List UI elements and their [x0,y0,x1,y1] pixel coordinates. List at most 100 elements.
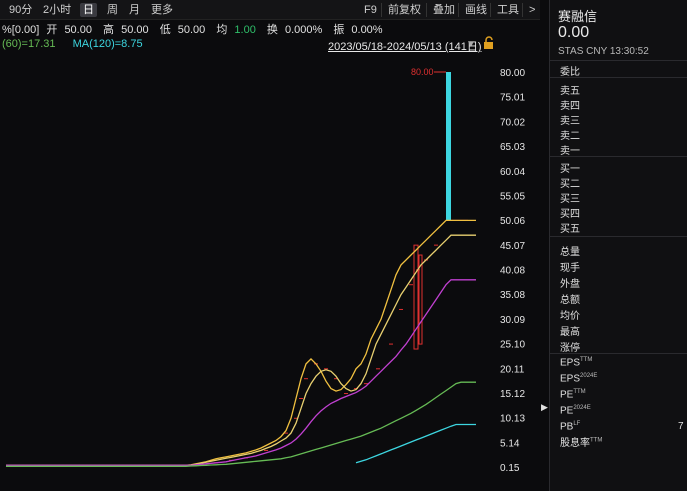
panel-divider [550,156,687,157]
avg-value: 1.00 [234,24,256,36]
caret-down-icon[interactable]: ▼ [466,39,476,50]
price-tick-label: 35.08 [500,290,525,301]
price-tick-label: 65.03 [500,142,525,153]
order-ratio-label: 委比 [560,67,580,78]
outer-volume-label: 外盘 [560,279,580,290]
toolbar-divider [490,3,491,17]
high-annotation: 80.00 [411,67,446,77]
tools-button[interactable]: 工具 [497,4,519,16]
ma-line-ma_mid [6,234,476,466]
ma120-value: MA(120)=8.75 [72,38,143,50]
ma-line-ma120 [355,423,476,464]
pb-value: 7 [678,421,684,432]
period-month-button[interactable]: 月 [129,4,140,16]
change-percent: %[0.00] [2,24,40,36]
kline-chart[interactable]: 80.00 75.01 70.02 65.03 60.04 55.05 50.06 45.07… [0,50,548,485]
toolbar-divider [522,3,523,17]
open-label: 开 [46,24,58,36]
pe-ttm-label: PETTM [560,389,586,401]
current-hand-label: 现手 [560,263,580,274]
buy5-label: 买五 [560,224,580,235]
period-more-button[interactable]: 更多 [151,4,173,16]
price-tick-label: 50.06 [500,216,525,227]
pb-lf-label: PBLF [560,421,581,433]
price-tick-label: 15.12 [500,389,525,400]
ma-legend: (60)=17.31 MA(120)=8.75 [2,38,143,50]
amplitude-value: 0.00% [351,24,383,36]
high-label: 高 [103,24,115,36]
price-tick-label: 10.13 [500,414,525,425]
price-tick-label: 5.14 [500,438,520,449]
eps-2024e-label: EPS2024E [560,373,598,385]
price-tick-label: 75.01 [500,93,525,104]
toolbar-divider [426,3,427,17]
high-value: 50.00 [121,24,149,36]
turnover-label: 换 [266,24,278,36]
candle-body [418,254,423,345]
sell4-label: 卖四 [560,101,580,112]
amount-label: 总额 [560,295,580,306]
ma60-value: (60)=17.31 [2,38,56,50]
price-tick-label: 45.07 [500,241,525,252]
price-axis: 80.00 75.01 70.02 65.03 60.04 55.05 50.06 45.07… [500,68,525,474]
price-tick-label: 60.04 [500,167,525,178]
period-toolbar: 90分 2小时 日 周 月 更多 F9 前复权 叠加 画线 工具 > [0,0,548,20]
stock-name: 赛融信 [558,9,598,24]
toolbar-more-arrow-icon[interactable]: > [529,4,536,16]
side-strip [540,0,548,491]
price-tick-label: 30.09 [500,315,525,326]
quote-summary: %[0.00] 开 50.00 高 50.00 低 50.00 均 1.00 换… [2,21,391,36]
buy4-label: 买四 [560,209,580,220]
price-tick-label: 80.00 [500,68,525,79]
ma-line-ma_long [6,279,476,466]
avg-price-label: 均价 [560,311,580,322]
open-value: 50.00 [64,24,92,36]
panel-divider [550,77,687,78]
low-label: 低 [159,24,171,36]
highest-label: 最高 [560,327,580,338]
buy1-label: 买一 [560,164,580,175]
toolbar-divider [381,3,382,17]
period-2h-button[interactable]: 2小时 [43,4,72,16]
ma-line-ma60 [6,381,476,467]
period-week-button[interactable]: 周 [107,4,118,16]
overlay-button[interactable]: 叠加 [433,4,455,16]
stock-meta: STAS CNY 13:30:52 [558,46,649,57]
adjust-button[interactable]: 前复权 [388,4,421,16]
f9-button[interactable]: F9 [364,4,377,16]
dividend-yield-label: 股息率TTM [560,437,603,449]
buy2-label: 买二 [560,179,580,190]
candle-body [413,244,419,350]
period-day-button[interactable]: 日 [80,3,97,17]
ma-line-ma_short [6,219,476,466]
high-annotation-label: 80.00 [411,67,434,77]
limit-candle [446,72,451,221]
amplitude-label: 振 [333,24,345,36]
avg-label: 均 [216,24,228,36]
sell1-label: 卖一 [560,146,580,157]
lock-icon[interactable] [482,36,496,50]
buy3-label: 买三 [560,194,580,205]
expand-arrow-icon[interactable]: ▶ [541,402,548,412]
price-tick-label: 55.05 [500,191,525,202]
quote-panel: 赛融信 0.00 STAS CNY 13:30:52 委比 卖五 卖四 卖三 卖… [549,0,687,491]
sell3-label: 卖三 [560,116,580,127]
pe-2024e-label: PE2024E [560,405,591,417]
eps-ttm-label: EPSTTM [560,357,593,369]
panel-divider [550,236,687,237]
date-range-selector[interactable]: 2023/05/18-2024/05/13 (141日) [328,41,482,53]
volume-label: 总量 [560,247,580,258]
panel-divider [550,353,687,354]
low-value: 50.00 [177,24,206,36]
price-tick-label: 70.02 [500,117,525,128]
ma-lines [6,219,476,467]
period-90min-button[interactable]: 90分 [9,4,33,16]
sell5-label: 卖五 [560,86,580,97]
price-tick-label: 40.08 [500,266,525,277]
stock-price: 0.00 [558,24,590,41]
toolbar-divider [458,3,459,17]
sell2-label: 卖二 [560,131,580,142]
limit-up-label: 涨停 [560,343,580,354]
price-tick-label: 25.10 [500,340,525,351]
draw-button[interactable]: 画线 [465,4,487,16]
